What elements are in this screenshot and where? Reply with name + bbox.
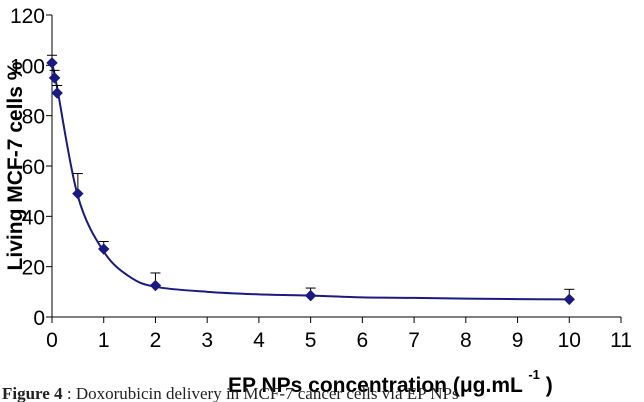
y-tick-label: 20 (22, 257, 45, 280)
x-tick-label: 6 (357, 329, 369, 352)
axes (51, 15, 621, 318)
fit-curve (51, 62, 570, 301)
data-point (46, 57, 58, 69)
data-point (72, 187, 84, 200)
x-tick-label: 4 (253, 329, 265, 352)
x-tick-label: 0 (46, 329, 58, 352)
x-axis-title-close: ) (546, 374, 553, 397)
x-tick-label: 7 (408, 329, 420, 352)
x-tick-label: 2 (150, 329, 162, 352)
x-tick-label: 8 (460, 329, 472, 352)
y-tick-label: 0 (33, 307, 45, 330)
x-tick-label: 11 (610, 329, 632, 352)
ticks (46, 14, 622, 323)
figure-caption-label: Figure 4 (2, 384, 63, 402)
y-tick-label: 60 (22, 156, 45, 179)
y-tick-label: 100 (10, 55, 45, 78)
x-tick-label: 9 (512, 329, 524, 352)
x-tick-label: 3 (201, 329, 213, 352)
y-tick-label: 120 (10, 5, 45, 28)
tick-labels: 0 1 2 3 4 5 6 7 8 9 10 11 0 20 40 60 80 100 120 (10, 5, 632, 352)
data-point (48, 72, 61, 84)
x-axis-title-superscript: -1 (528, 367, 540, 382)
figure-caption: Figure 4 : Doxorubicin delivery in MCF-7… (2, 384, 459, 402)
data-point (563, 293, 575, 306)
x-tick-label: 5 (305, 329, 317, 352)
data-point (98, 243, 110, 255)
y-tick-label: 80 (22, 106, 45, 129)
x-axis-title-main: EP NPs concentration (μg.mL (228, 374, 523, 397)
data-point (51, 87, 63, 99)
figure-caption-text: : Doxorubicin delivery in MCF-7 cancer c… (67, 384, 459, 402)
data-point (304, 289, 317, 302)
x-tick-label: 1 (98, 329, 110, 352)
y-axis-title: Living MCF-7 cells % (4, 61, 27, 270)
data-marks (46, 54, 575, 306)
x-tick-label: 10 (558, 329, 581, 352)
x-axis-title: EP NPs concentration (μg.mL -1 ) (228, 361, 553, 397)
y-tick-label: 40 (22, 206, 45, 229)
data-point (149, 279, 162, 292)
